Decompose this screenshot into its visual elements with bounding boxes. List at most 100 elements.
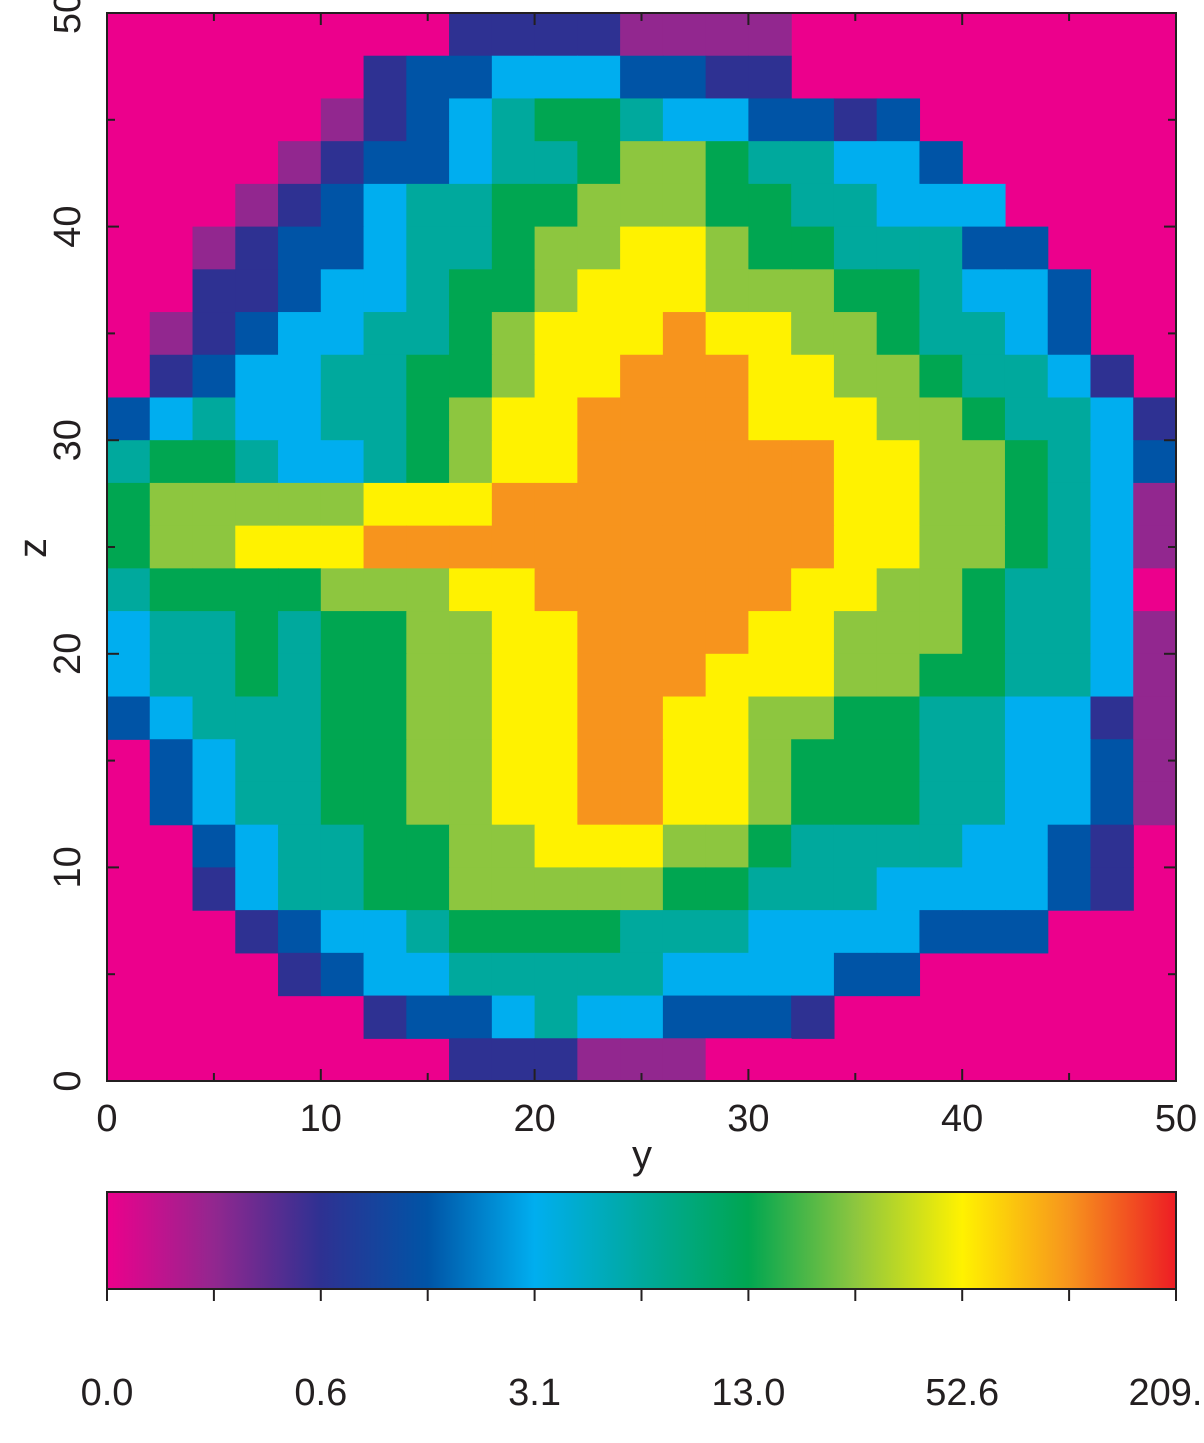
heatmap-cell [662,1038,707,1082]
heatmap-cell [748,183,792,228]
heatmap-cell [491,397,536,441]
heatmap-cell [278,568,322,612]
heatmap-cell [363,910,407,954]
heatmap-cell [705,739,749,783]
heatmap-cell [192,568,236,612]
heatmap-cell [962,525,1006,569]
heatmap-cell [577,440,621,484]
heatmap-cell [833,226,878,270]
heatmap-cell [534,952,578,997]
heatmap-cell [534,482,578,527]
heatmap-cell [791,397,835,441]
heatmap-cell [748,653,792,698]
heatmap-cell [662,482,707,527]
heatmap-cell [620,910,664,954]
heatmap-cell [449,440,493,484]
heatmap-cell [919,183,963,228]
heatmap-cell [278,440,322,484]
heatmap-cell [962,440,1006,484]
heatmap-cell [748,312,792,356]
heatmap-cell [363,525,407,569]
heatmap-cell [320,354,365,399]
heatmap-cell [406,269,450,313]
y-tick-label: 20 [47,633,89,675]
heatmap-cell [278,611,322,655]
heatmap-cell [491,141,536,185]
heatmap-cell [449,13,493,57]
heatmap-cell [919,781,963,826]
heatmap-cell [1090,354,1134,399]
heatmap-cell [662,141,707,185]
heatmap-cell [1004,910,1049,954]
x-tick-label: 0 [96,1098,117,1140]
heatmap-cell [449,568,493,612]
heatmap-cell [363,354,407,399]
heatmap-cell [363,867,407,911]
heatmap-cell [577,910,621,954]
heatmap-cell [1133,653,1177,698]
heatmap-cell [149,482,194,527]
heatmap-cell [1090,696,1134,740]
heatmap-cell [1090,824,1134,868]
heatmap-cell [577,13,621,57]
heatmap-cell [235,739,279,783]
heatmap-cell [1090,781,1134,826]
heatmap-cell [791,482,835,527]
heatmap-cell [192,440,236,484]
heatmap-cell [577,354,621,399]
heatmap-cell [363,226,407,270]
heatmap-cell [705,269,749,313]
heatmap-cell [192,696,236,740]
heatmap-cell [320,781,365,826]
heatmap-cell [149,525,194,569]
heatmap-cell [833,269,878,313]
heatmap-cell [320,653,365,698]
heatmap-cell [1047,611,1092,655]
heatmap-cell [620,525,664,569]
heatmap-cell [1004,354,1049,399]
heatmap-cell [107,611,151,655]
heatmap-cell [833,183,878,228]
heatmap-cell [620,397,664,441]
heatmap-cell [876,141,921,185]
heatmap-cell [406,696,450,740]
heatmap-cell [791,867,835,911]
heatmap-cell [1004,568,1049,612]
heatmap-cell [534,867,578,911]
heatmap-cell [876,824,921,868]
heatmap-cell [705,995,749,1039]
heatmap-cell [620,269,664,313]
heatmap-cell [363,397,407,441]
heatmap-cell [491,183,536,228]
heatmap-cell [791,568,835,612]
heatmap-cell [919,867,963,911]
heatmap-cell [449,397,493,441]
colorbar-tick-label: 3.1 [508,1372,561,1414]
heatmap-cell [406,440,450,484]
heatmap-cell [1004,312,1049,356]
heatmap-cell [662,13,707,57]
heatmap-cell [577,952,621,997]
heatmap-cell [919,440,963,484]
heatmap-cell [620,611,664,655]
heatmap-cell [1047,525,1092,569]
heatmap-cell [748,952,792,997]
heatmap-cell [962,910,1006,954]
heatmap-cell [791,269,835,313]
heatmap-cell [320,910,365,954]
heatmap-cell [705,183,749,228]
heatmap-cell [363,141,407,185]
heatmap-cell [1090,739,1134,783]
heatmap-cell [833,910,878,954]
x-tick-label: 30 [727,1098,769,1140]
heatmap-cell [962,611,1006,655]
heatmap-cell [876,226,921,270]
heatmap-cell [534,568,578,612]
heatmap-cell [149,568,194,612]
heatmap-cell [534,440,578,484]
y-tick-label: 50 [47,0,89,34]
heatmap-cell [577,611,621,655]
x-axis-ticks: 0 10 20 30 40 50 [96,13,1197,1140]
heatmap-cell [320,867,365,911]
heatmap-cell [919,141,963,185]
